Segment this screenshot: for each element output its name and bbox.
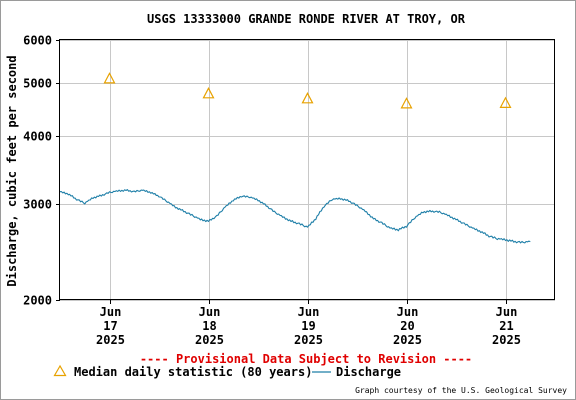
y-tick-label: 6000 [23, 34, 52, 48]
y-tick-label: 5000 [23, 77, 52, 91]
discharge-series [59, 189, 531, 244]
x-tick-label-year: 2025 [393, 333, 422, 347]
x-tick-label-day: 21 [499, 319, 513, 333]
x-tick-label-day: 17 [103, 319, 117, 333]
legend: Median daily statistic (80 years) Discha… [53, 364, 401, 379]
discharge-line [59, 189, 531, 244]
legend-median-marker [53, 364, 67, 377]
plot-area [59, 39, 555, 300]
x-tick-label-year: 2025 [195, 333, 224, 347]
chart-title: USGS 13333000 GRANDE RONDE RIVER AT TROY… [147, 12, 466, 26]
y-tick-label: 2000 [23, 294, 52, 308]
x-tick-label-month: Jun [298, 305, 320, 319]
median-series [103, 72, 512, 109]
x-tick-label-year: 2025 [294, 333, 323, 347]
provisional-notice: ---- Provisional Data Subject to Revisio… [140, 352, 472, 366]
x-tick-label-month: Jun [397, 305, 419, 319]
y-axis-label: Discharge, cubic feet per second [5, 55, 19, 286]
x-tick-label-day: 19 [301, 319, 315, 333]
x-tick-label-year: 2025 [492, 333, 521, 347]
median-marker [202, 87, 215, 99]
x-tick-label-month: Jun [496, 305, 518, 319]
x-tick-label-day: 18 [202, 319, 216, 333]
median-marker [301, 92, 314, 104]
legend-median-label: Median daily statistic (80 years) [74, 365, 312, 379]
y-axis-ticks: 2000 3000 4000 5000 6000 [23, 34, 60, 308]
x-tick-label-year: 2025 [96, 333, 125, 347]
x-tick-label-day: 20 [400, 319, 414, 333]
x-axis-ticks: Jun172025Jun182025Jun192025Jun202025Jun2… [96, 300, 521, 347]
legend-discharge-label: Discharge [336, 365, 401, 379]
median-marker [499, 96, 512, 109]
credit-text: Graph courtesy of the U.S. Geological Su… [355, 386, 567, 395]
median-marker [400, 97, 413, 109]
y-tick-label: 4000 [23, 130, 52, 144]
y-tick-label: 3000 [23, 198, 52, 212]
median-marker [103, 72, 116, 84]
x-tick-label-month: Jun [199, 305, 221, 319]
x-tick-label-month: Jun [100, 305, 122, 319]
